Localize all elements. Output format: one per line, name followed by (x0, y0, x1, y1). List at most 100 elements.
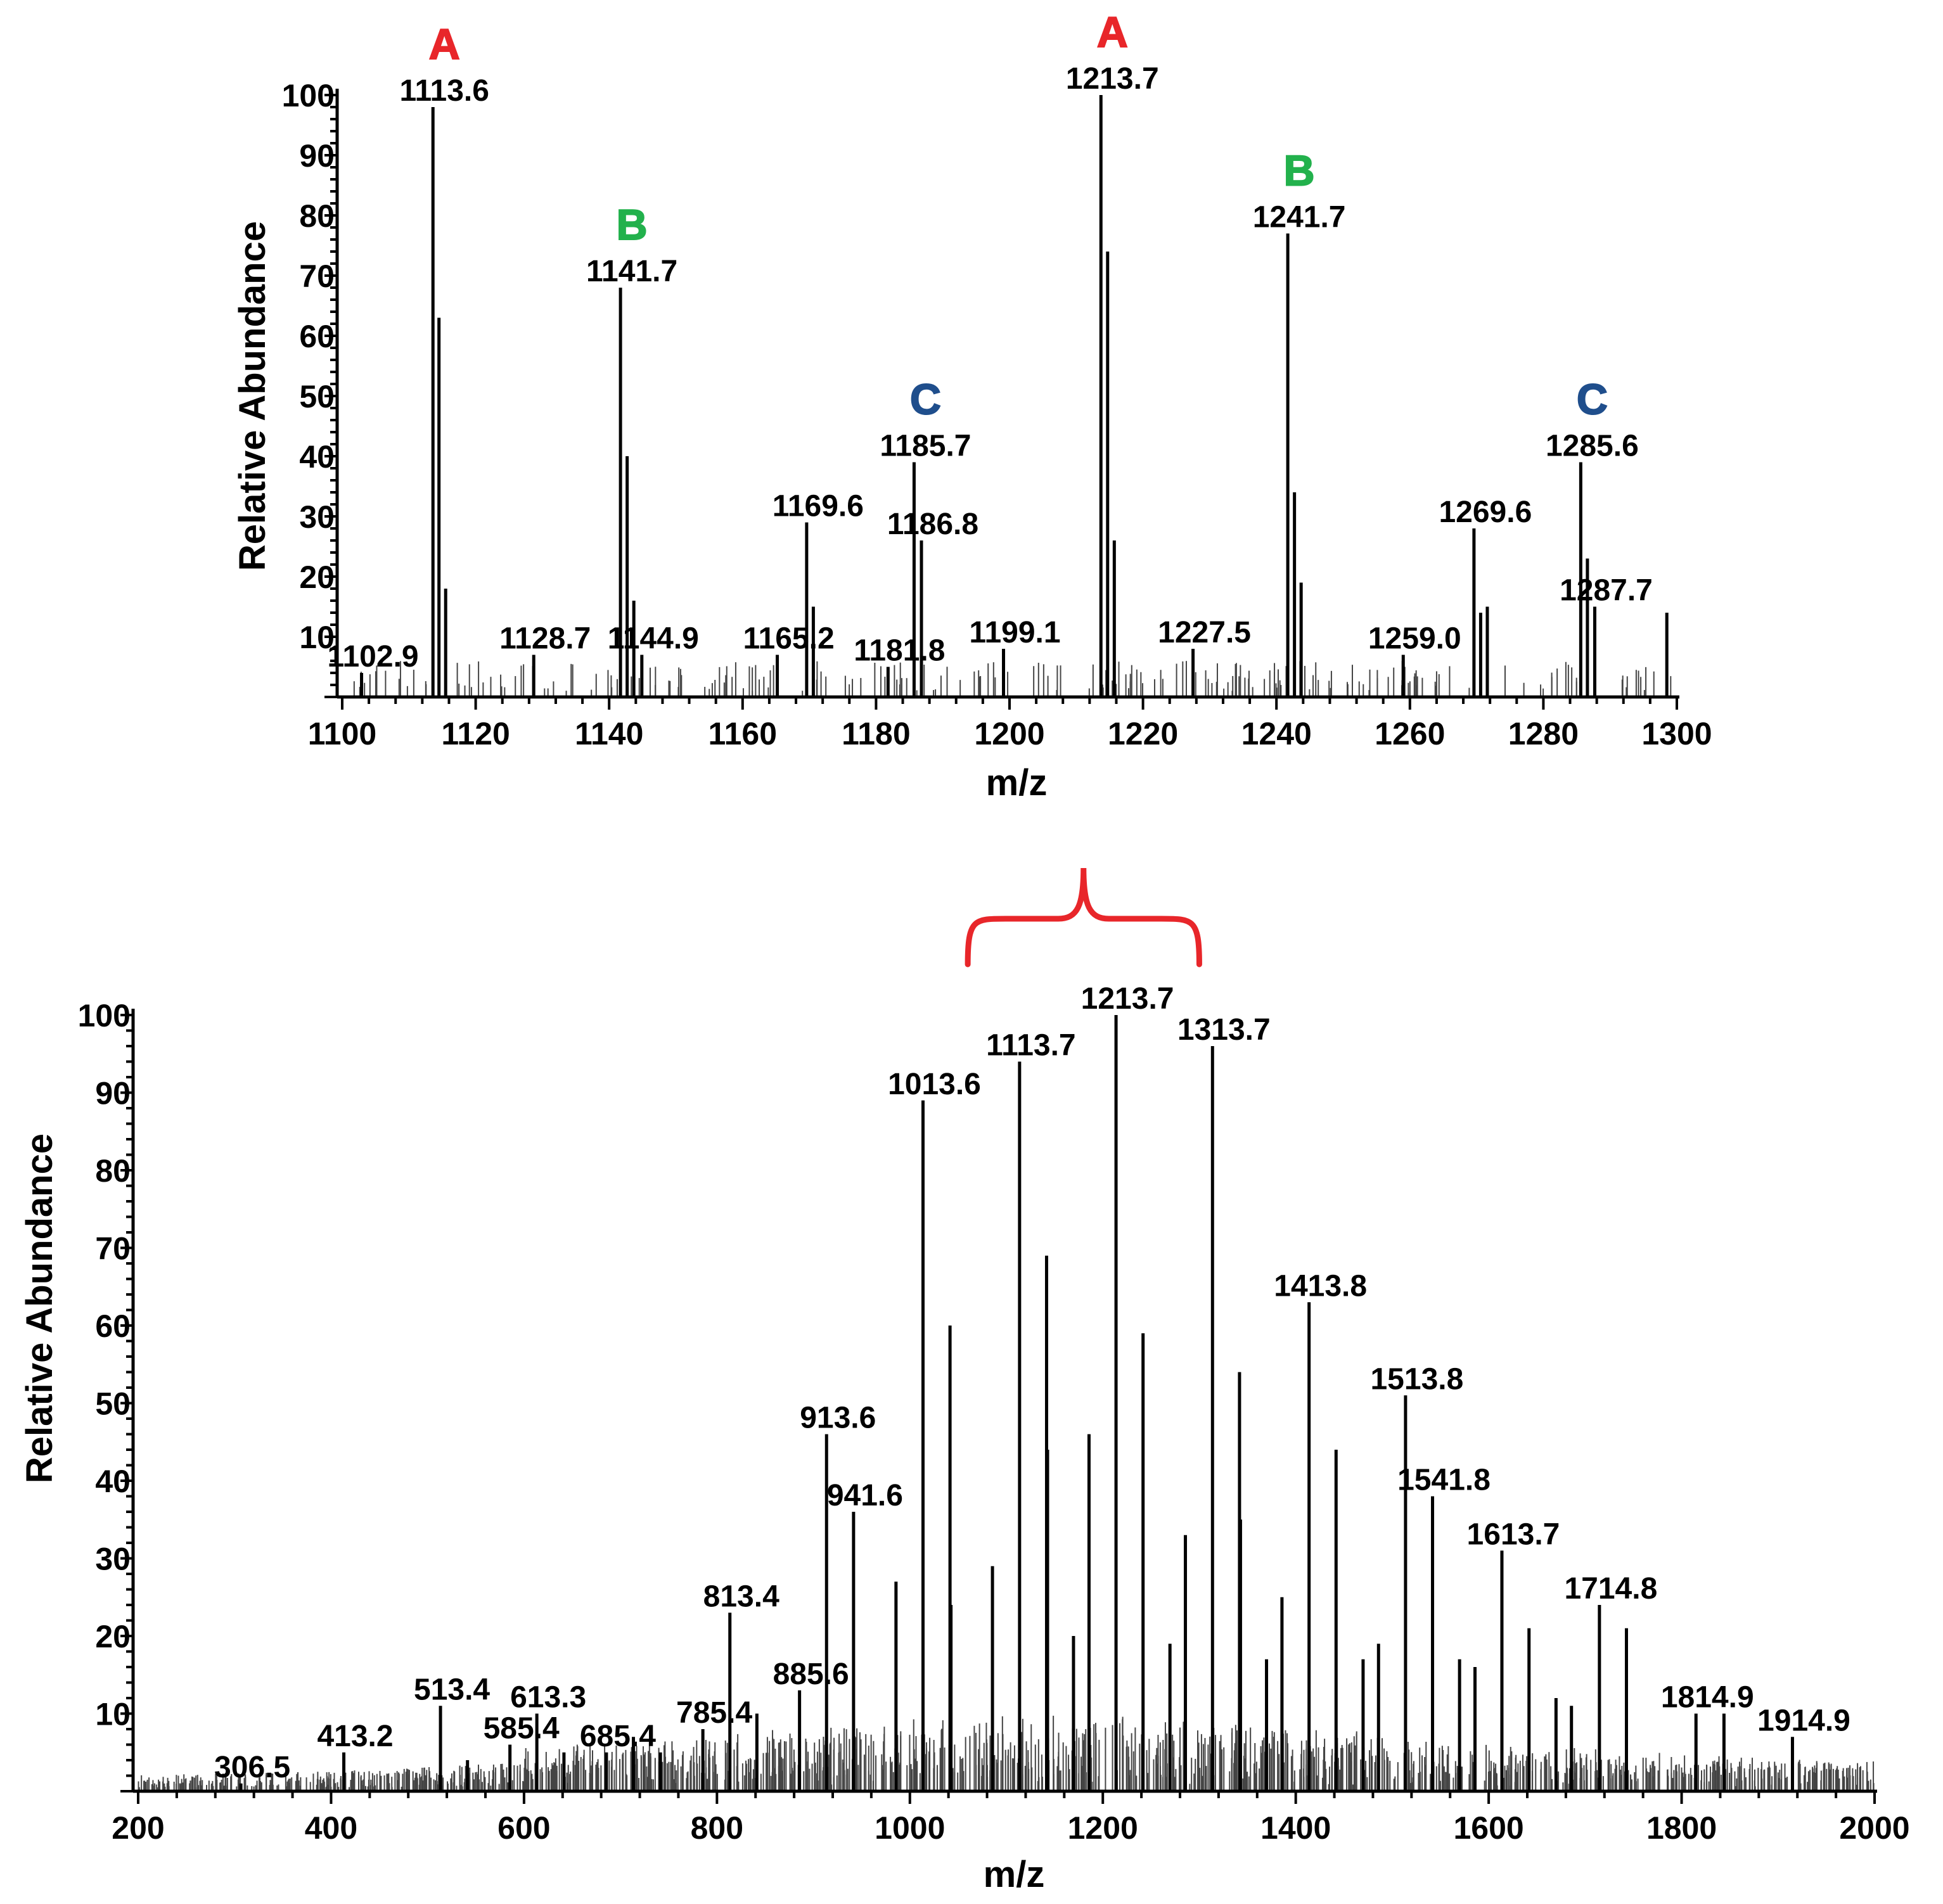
x-tick-label: 1000 (875, 1810, 945, 1846)
x-tick-label: 1280 (1508, 716, 1579, 751)
peak-label: 1914.9 (1757, 1704, 1850, 1737)
peak-label: 785.4 (676, 1696, 752, 1730)
x-tick-label: 1200 (1068, 1810, 1138, 1846)
peak-label: 1259.0 (1368, 622, 1461, 656)
peak-label: 413.2 (317, 1720, 393, 1753)
x-tick-label: 1120 (441, 716, 510, 751)
bottom-y-axis-label: Relative Abundance (19, 1134, 60, 1483)
peak-label: 1714.8 (1564, 1572, 1657, 1606)
top-axes: 1100 1120 1140 1160 1180 1200 1220 1240 1260 1280… (282, 78, 1712, 751)
top-peak-bars (360, 95, 1669, 697)
peak-label: 585.4 (484, 1712, 560, 1746)
peak-label: 1013.6 (888, 1068, 981, 1101)
full-spectrum-chart: 200 400 600 800 1000 1200 1400 1600 1800 2000 10 20… (19, 982, 1910, 1895)
y-tick-label: 20 (95, 1619, 131, 1654)
y-tick-label: 90 (299, 138, 335, 174)
y-tick-label: 50 (299, 379, 335, 414)
y-tick-label: 80 (299, 198, 335, 234)
x-tick-label: 1800 (1646, 1810, 1717, 1846)
x-tick-label: 1100 (308, 716, 376, 751)
x-tick-label: 1220 (1108, 716, 1178, 751)
peak-label: 941.6 (827, 1479, 903, 1512)
series-annotation-B: B (617, 201, 648, 249)
series-annotation-A: A (429, 20, 460, 68)
x-tick-label: 1400 (1260, 1810, 1331, 1846)
x-tick-label: 600 (497, 1810, 550, 1846)
y-tick-label: 60 (299, 319, 335, 354)
x-tick-label: 1160 (709, 716, 777, 751)
bottom-peak-bars (239, 1015, 1794, 1791)
y-tick-label: 100 (78, 998, 131, 1033)
peak-label: 1165.2 (743, 622, 834, 656)
range-bracket (965, 867, 1202, 968)
peak-label: 1213.7 (1066, 62, 1159, 96)
x-tick-label: 1600 (1453, 1810, 1523, 1846)
y-tick-label: 40 (299, 439, 335, 475)
y-tick-label: 20 (299, 559, 335, 595)
y-tick-label: 10 (299, 620, 335, 655)
y-tick-label: 90 (95, 1076, 131, 1111)
peak-label: 1186.8 (887, 508, 978, 541)
peak-label: 613.3 (510, 1681, 586, 1715)
peak-label: 685.4 (580, 1720, 656, 1753)
peak-label: 913.6 (800, 1402, 876, 1435)
x-tick-label: 1140 (575, 716, 643, 751)
series-annotation-B: B (1284, 147, 1315, 195)
top-series-annotations: A B C A B C (428, 8, 1608, 425)
peak-label: 885.6 (773, 1658, 849, 1691)
x-tick-label: 1260 (1375, 716, 1445, 751)
series-annotation-A: A (1097, 8, 1128, 56)
peak-label: 1541.8 (1397, 1464, 1491, 1497)
peak-label: 1113.7 (986, 1029, 1076, 1063)
top-y-axis-label: Relative Abundance (232, 221, 273, 571)
series-annotation-C: C (910, 376, 941, 424)
peak-label: 1227.5 (1158, 616, 1251, 649)
peak-label: 1181.8 (854, 634, 945, 668)
zoomed-spectrum-chart: 1100 1120 1140 1160 1180 1200 1220 1240 1260 1280… (232, 8, 1712, 803)
y-tick-label: 70 (95, 1231, 131, 1267)
peak-label: 1413.8 (1274, 1269, 1367, 1303)
y-tick-label: 60 (95, 1308, 131, 1344)
y-tick-label: 30 (95, 1542, 131, 1577)
peak-label: 1814.9 (1661, 1681, 1754, 1715)
y-tick-label: 10 (95, 1697, 131, 1732)
peak-label: 813.4 (703, 1580, 779, 1613)
peak-label: 1144.9 (608, 622, 699, 656)
x-tick-label: 1200 (974, 716, 1044, 751)
peak-label: 306.5 (214, 1751, 290, 1784)
top-peak-labels: 1113.6 1141.7 1169.6 1185.7 1186.8 1213.7 1241… (327, 62, 1652, 674)
peak-label: 1102.9 (327, 640, 418, 674)
peak-label: 1613.7 (1467, 1517, 1560, 1551)
peak-label: 1285.6 (1546, 430, 1639, 463)
peak-label: 1199.1 (969, 616, 1060, 649)
peak-label: 1128.7 (499, 622, 591, 656)
y-tick-label: 40 (95, 1464, 131, 1499)
peak-label: 513.4 (414, 1673, 490, 1706)
y-tick-label: 30 (299, 499, 335, 535)
peak-label: 1185.7 (880, 430, 971, 463)
series-annotation-C: C (1577, 376, 1608, 424)
peak-label: 1241.7 (1253, 201, 1346, 234)
y-tick-label: 100 (282, 78, 335, 113)
x-tick-label: 1300 (1641, 716, 1712, 751)
bottom-axes: 200 400 600 800 1000 1200 1400 1600 1800 2000 10 20… (78, 998, 1910, 1846)
peak-label: 1287.7 (1560, 574, 1653, 608)
peak-label: 1513.8 (1370, 1362, 1463, 1396)
peak-label: 1269.6 (1439, 495, 1532, 529)
x-tick-label: 400 (305, 1810, 357, 1846)
y-tick-label: 80 (95, 1153, 131, 1189)
x-tick-label: 2000 (1839, 1810, 1909, 1846)
peak-label: 1141.7 (586, 255, 677, 288)
peak-label: 1213.7 (1081, 982, 1174, 1016)
x-tick-label: 200 (112, 1810, 164, 1846)
peak-label: 1169.6 (773, 490, 864, 523)
x-tick-label: 1180 (842, 716, 910, 751)
peak-label: 1113.6 (399, 74, 489, 108)
bottom-x-axis-label: m/z (984, 1854, 1045, 1895)
top-noise-peaks (353, 661, 1672, 697)
y-tick-label: 50 (95, 1386, 131, 1422)
peak-label: 1313.7 (1177, 1013, 1271, 1047)
